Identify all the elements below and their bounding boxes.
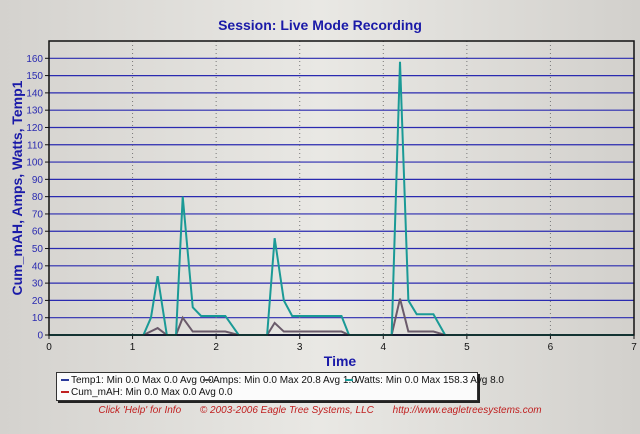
copyright-text: © 2003-2006 Eagle Tree Systems, LLC — [199, 405, 374, 416]
y-tick-label: 10 — [32, 313, 44, 324]
y-axis-label: Cum_mAH, Amps, Watts, Temp1 — [9, 80, 25, 295]
x-tick-label: 5 — [464, 342, 470, 353]
y-tick-label: 120 — [26, 123, 43, 134]
x-axis-label: Time — [324, 353, 357, 369]
x-tick-label: 0 — [46, 342, 52, 353]
y-tick-label: 160 — [26, 54, 43, 65]
help-text: Click 'Help' for Info — [98, 405, 182, 416]
y-tick-label: 50 — [32, 244, 44, 255]
y-tick-label: 130 — [26, 106, 43, 117]
y-tick-label: 140 — [26, 88, 43, 99]
y-tick-label: 110 — [27, 140, 43, 151]
series-line-watts — [49, 61, 634, 336]
legend-item-watts: Watts: Min 0.0 Max 158.3 Avg 8.0 — [345, 375, 504, 386]
x-tick-label: 4 — [381, 342, 387, 353]
y-tick-label: 80 — [32, 192, 44, 203]
y-tick-label: 70 — [32, 209, 44, 220]
y-tick-label: 20 — [32, 296, 44, 307]
y-tick-label: 90 — [32, 175, 44, 186]
legend-label: Temp1: Min 0.0 Max 0.0 Avg 0.0 — [71, 375, 214, 386]
legend-item-amps: Amps: Min 0.0 Max 20.8 Avg 1.0 — [203, 375, 357, 386]
legend-swatch — [345, 379, 353, 382]
y-tick-label: 30 — [32, 279, 44, 290]
y-tick-label: 40 — [32, 261, 44, 272]
legend-item-temp1: Temp1: Min 0.0 Max 0.0 Avg 0.0 — [61, 375, 214, 386]
x-tick-label: 3 — [297, 342, 303, 353]
website-link[interactable]: http://www.eagletreesystems.com — [392, 405, 542, 416]
plot-frame — [48, 40, 635, 336]
legend-swatch — [61, 391, 69, 394]
x-tick-label: 7 — [631, 342, 637, 353]
x-tick-label: 6 — [548, 342, 554, 353]
legend-swatch — [61, 379, 69, 382]
y-tick-label: 100 — [26, 158, 43, 169]
x-tick-label: 1 — [130, 342, 136, 353]
y-tick-label: 150 — [26, 71, 43, 82]
legend: Temp1: Min 0.0 Max 0.0 Avg 0.0 Amps: Min… — [56, 372, 504, 401]
legend-swatch — [203, 379, 211, 382]
legend-label: Cum_mAH: Min 0.0 Max 0.0 Avg 0.0 — [71, 387, 233, 398]
legend-label: Amps: Min 0.0 Max 20.8 Avg 1.0 — [213, 375, 357, 386]
chart-title: Session: Live Mode Recording — [218, 17, 422, 33]
legend-item-cum-mah: Cum_mAH: Min 0.0 Max 0.0 Avg 0.0 — [61, 387, 233, 398]
chart: Session: Live Mode Recording Cum_mAH, Am… — [9, 17, 637, 369]
legend-label: Watts: Min 0.0 Max 158.3 Avg 8.0 — [355, 375, 504, 386]
y-tick-label: 0 — [37, 331, 43, 342]
y-tick-label: 60 — [32, 227, 44, 238]
footer: Click 'Help' for Info © 2003-2006 Eagle … — [0, 405, 640, 416]
x-tick-label: 2 — [213, 342, 219, 353]
